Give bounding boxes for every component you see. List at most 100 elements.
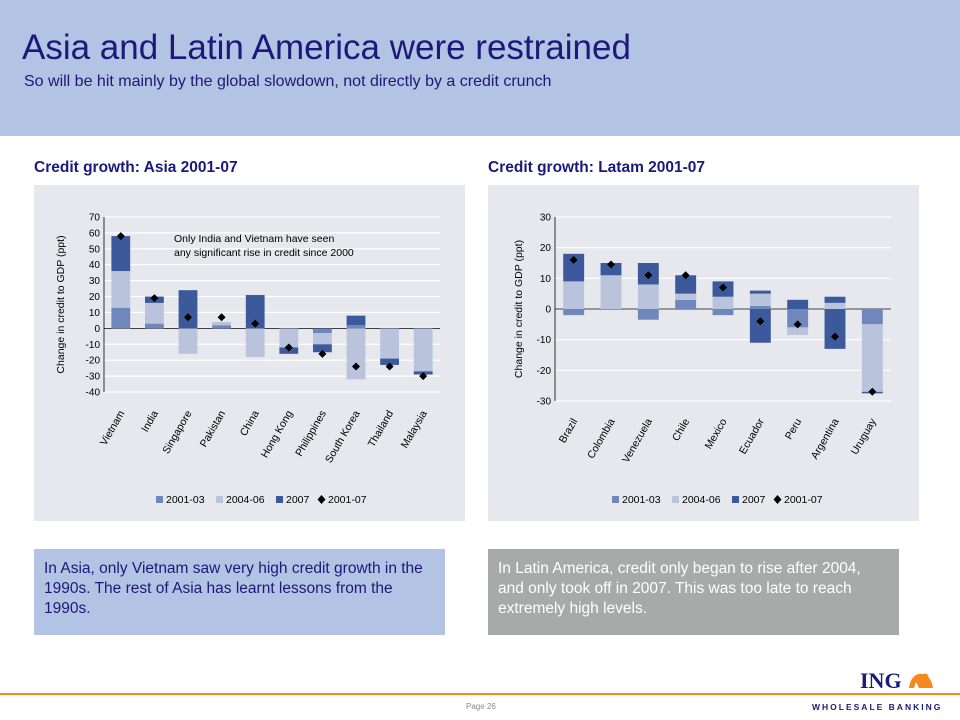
- bar-segment-2001-03: [787, 309, 809, 328]
- latam-chart-heading: Credit growth: Latam 2001-07: [488, 159, 706, 176]
- bar-segment-2004-06: [111, 271, 131, 308]
- legend-label: 2007: [742, 494, 766, 506]
- bar-segment-2004-06: [144, 302, 164, 324]
- category-label: Malaysia: [399, 408, 430, 450]
- legend-swatch: [612, 496, 619, 503]
- category-label: China: [238, 408, 262, 438]
- bar-segment-2001-03: [111, 307, 131, 329]
- y-tick-label: -30: [537, 397, 552, 408]
- y-tick-label: 10: [540, 274, 552, 285]
- bar-segment-2004-06: [212, 322, 232, 326]
- footer-divider: [0, 693, 960, 695]
- legend-swatch: [216, 496, 223, 503]
- bar-segment-2007: [245, 294, 265, 329]
- bar-segment-2004-06: [787, 327, 809, 336]
- marker-2001-07: [352, 362, 360, 371]
- marker-2001-07: [184, 313, 192, 322]
- category-label: Uruguay: [849, 416, 880, 457]
- y-tick-label: 60: [89, 228, 101, 239]
- y-tick-label: -10: [537, 335, 552, 346]
- asia-chart-heading: Credit growth: Asia 2001-07: [34, 159, 238, 176]
- y-tick-label: 0: [545, 305, 551, 316]
- page-title: Asia and Latin America were restrained: [22, 28, 631, 67]
- bar-segment-2004-06: [637, 284, 659, 309]
- bar-segment-2007: [787, 299, 809, 309]
- marker-2001-07: [719, 283, 727, 292]
- bar-segment-2001-03: [861, 309, 883, 325]
- legend-marker: [317, 495, 326, 504]
- legend-swatch: [732, 496, 739, 503]
- legend-label: 2001-03: [166, 494, 205, 506]
- asia-chart: 70 60 50 40 30 20 10 0 -10 -20 -30 -40 Change in cre…: [55, 213, 440, 506]
- bar-segment-2004-06: [413, 328, 433, 372]
- bar-segment-2007: [749, 290, 771, 294]
- bar-segment-2001-03: [346, 325, 366, 329]
- category-label: Thailand: [366, 408, 397, 449]
- marker-2001-07: [607, 260, 615, 269]
- legend-swatch: [156, 496, 163, 503]
- page-number: Page 26: [466, 702, 496, 711]
- bar-segment-2004-06: [245, 328, 265, 357]
- bar-segment-2004-06: [861, 324, 883, 392]
- bar-segment-2001-03: [749, 305, 771, 309]
- y-tick-label: 30: [540, 213, 552, 224]
- bar-segment-2001-03: [712, 309, 734, 316]
- bar-segment-2004-06: [749, 293, 771, 306]
- y-tick-label: -20: [537, 366, 552, 377]
- bar-segment-2007: [178, 290, 198, 329]
- y-tick-label: 30: [89, 276, 101, 287]
- legend-marker: [773, 495, 782, 504]
- header-band: Asia and Latin America were restrained S…: [0, 0, 960, 136]
- y-tick-label: 0: [94, 324, 100, 335]
- category-label: Mexico: [703, 416, 730, 451]
- category-label: Venezuela: [620, 416, 655, 465]
- bar-segment-2007: [346, 315, 366, 326]
- bar-segment-2007: [380, 358, 400, 365]
- y-tick-label: 70: [89, 213, 101, 224]
- chart-annotation: any significant rise in credit since 200…: [174, 247, 354, 259]
- legend-swatch: [672, 496, 679, 503]
- bar-segment-2001-03: [675, 299, 697, 309]
- bar-segment-2007: [675, 275, 697, 294]
- category-label: Brazil: [557, 417, 581, 446]
- bar-segment-2004-06: [600, 275, 622, 309]
- asia-chart-panel: 70 60 50 40 30 20 10 0 -10 -20 -30 -40 Change in cre…: [34, 185, 465, 521]
- y-tick-label: 50: [89, 244, 101, 255]
- bar-segment-2004-06: [279, 328, 299, 348]
- ing-logo: ING: [860, 668, 902, 693]
- asia-note: In Asia, only Vietnam saw very high cred…: [34, 549, 445, 635]
- legend-label: 2004-06: [226, 494, 265, 506]
- bar-segment-2007: [824, 309, 846, 349]
- page-subtitle: So will be hit mainly by the global slow…: [24, 73, 552, 90]
- bar-segment-2004-06: [312, 333, 332, 345]
- bar-segment-2001-03: [637, 309, 659, 320]
- latam-chart-panel: 30 20 10 0 -10 -20 -30 Change in credit to GDP …: [488, 185, 919, 521]
- bar-segment-2007: [749, 309, 771, 343]
- y-tick-label: -40: [86, 388, 101, 399]
- lion-logo-icon: [909, 673, 933, 688]
- legend-label: 2001-07: [328, 494, 367, 506]
- wholesale-banking-tagline: WHOLESALE BANKING: [812, 702, 943, 712]
- legend-label: 2004-06: [682, 494, 721, 506]
- category-label: Hong Kong: [259, 408, 296, 460]
- category-label: Philippines: [293, 409, 329, 459]
- category-label: Argentina: [809, 416, 842, 461]
- category-label: Colombia: [585, 416, 618, 461]
- y-axis-label: Change in credit to GDP (ppt): [55, 235, 67, 373]
- bar-segment-2007: [600, 263, 622, 276]
- legend-label: 2001-03: [622, 494, 661, 506]
- category-label: Singapore: [160, 408, 194, 456]
- category-label: India: [139, 408, 161, 434]
- bar-segment-2007: [563, 253, 585, 282]
- marker-2001-07: [284, 343, 293, 352]
- bar-segment-2007: [111, 236, 131, 272]
- y-tick-label: 20: [89, 292, 101, 303]
- marker-2001-07: [644, 271, 653, 280]
- category-label: South Korea: [323, 408, 363, 465]
- legend-label: 2007: [286, 494, 310, 506]
- marker-2001-07: [318, 349, 327, 358]
- legend-swatch: [276, 496, 283, 503]
- y-tick-label: 20: [540, 243, 552, 254]
- bar-segment-2004-06: [346, 328, 366, 380]
- bar-segment-2007: [312, 344, 332, 353]
